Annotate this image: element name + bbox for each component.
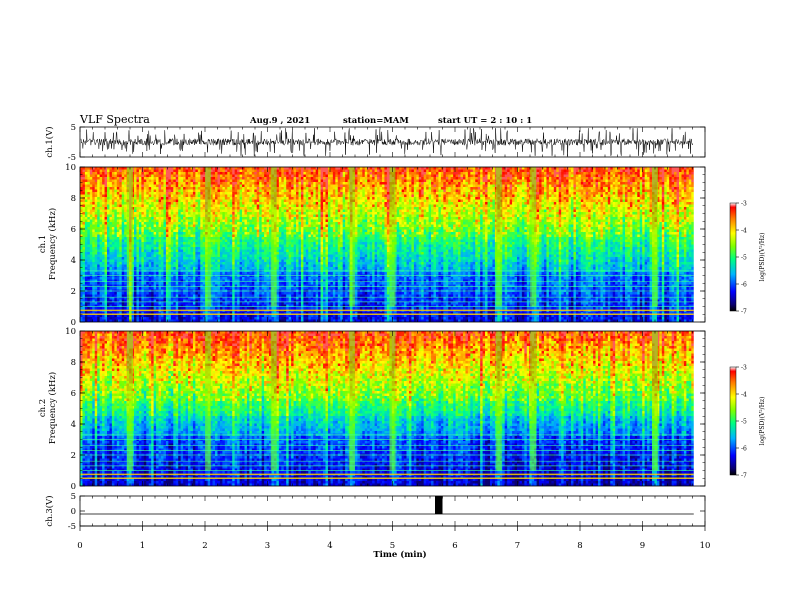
time-axis: 0 1 2 3 4 5 6 7 8 9 10	[77, 526, 710, 551]
ch1-spectrogram-ylabel: Frequency (kHz)	[47, 208, 58, 280]
time-tick-label: 9	[640, 541, 645, 551]
colorbar-tick-label: -5	[741, 419, 747, 426]
time-tick-label: 7	[515, 541, 520, 551]
colorbar-tick-label: -7	[741, 473, 747, 480]
ch1-colorbar-label: log(PSD)(V²/Hz)	[759, 233, 766, 282]
time-tick-label: 4	[327, 541, 332, 551]
ch1-spectrogram-event	[652, 167, 658, 307]
ch2-spectrogram-event	[496, 331, 502, 471]
ch2-spectrogram-ytick-label: 0	[71, 482, 76, 492]
ch2-spectrogram-event	[390, 331, 396, 471]
ch2-spectrogram-ylabel: Frequency (kHz)	[47, 372, 58, 444]
ch3-waveform-ytick-label: 0	[71, 507, 76, 517]
ch1-spectrogram-event	[496, 167, 502, 307]
ch2-spectrogram-event	[127, 331, 133, 471]
time-tick-label: 8	[577, 541, 582, 551]
ch2-spectrogram-ytick-label: 6	[71, 389, 76, 399]
time-tick-label: 2	[202, 541, 207, 551]
ch3-waveform-ytick-label: -5	[68, 522, 76, 532]
ch1-waveform-panel: 5 -5 ch.1(V)	[44, 123, 705, 163]
ch3-pulse	[435, 496, 443, 514]
ch1-spectrogram-event	[205, 167, 211, 307]
ch3-waveform-ylabel: ch.3(V)	[44, 495, 55, 526]
colorbar-tick-label: -3	[741, 365, 747, 372]
ch1-waveform-ytick-label: 5	[71, 123, 76, 133]
ch2-colorbar-label: log(PSD)(V²/Hz)	[759, 397, 766, 446]
ch2-spectrogram-ytick-label: 2	[71, 451, 76, 461]
colorbar-tick-label: -4	[741, 392, 747, 399]
ch2-spectrogram-ytick-label: 8	[71, 358, 76, 368]
ch2-spectrogram-event	[530, 331, 536, 471]
colorbar-tick-label: -7	[741, 309, 747, 316]
ch1-spectrogram-event	[530, 167, 536, 307]
ch1-spectrogram-ytick-label: 10	[65, 163, 76, 173]
ch1-spectrogram-image	[80, 167, 705, 322]
colorbar-tick-label: -5	[741, 255, 747, 262]
header-station: station=MAM	[343, 116, 409, 126]
header-date: Aug.9 , 2021	[249, 116, 310, 126]
ch1-spectrogram-event	[349, 167, 355, 307]
ch1-spectrogram-ytick-label: 2	[71, 287, 76, 297]
ch1-spectrogram-event	[271, 167, 277, 307]
ch2-spectrogram-ytick-label: 10	[65, 327, 76, 337]
ch1-spectrogram-ytick-label: 4	[71, 256, 76, 266]
time-tick-label: 10	[700, 541, 711, 551]
time-axis-label: Time (min)	[373, 549, 426, 560]
time-tick-label: 1	[140, 541, 145, 551]
ch1-spectrogram-event	[127, 167, 133, 307]
ch2-spectrogram-event	[205, 331, 211, 471]
ch1-waveform-ylabel: ch.1(V)	[44, 126, 55, 157]
ch2-spectrogram-event	[652, 331, 658, 471]
ch2-spectrogram-event	[349, 331, 355, 471]
ch2-spectrogram-event	[271, 331, 277, 471]
colorbar-tick-label: -6	[741, 282, 747, 289]
ch2-spectrogram-image	[80, 331, 705, 486]
time-tick-label: 3	[265, 541, 270, 551]
ch1-spectrogram-ytick-label: 8	[71, 194, 76, 204]
header-start-time: start UT = 2 : 10 : 1	[438, 116, 532, 126]
ch1-spectrogram-ytick-label: 6	[71, 225, 76, 235]
ch2-spectrogram-ylabel-top: ch.2	[38, 399, 48, 417]
colorbar-tick-label: -3	[741, 201, 747, 208]
ch1-spectrogram-ylabel-top: ch.1	[38, 235, 48, 253]
ch3-waveform-ytick-label: 5	[71, 492, 76, 502]
ch2-spectrogram-ytick-label: 4	[71, 420, 76, 430]
ch2-colorbar: log(PSD)(V²/Hz) -3 -4 -5 -6 -7	[730, 365, 766, 480]
colorbar-tick-label: -4	[741, 228, 747, 235]
ch1-spectrogram-event	[390, 167, 396, 307]
time-tick-label: 6	[452, 541, 457, 551]
ch1-colorbar: log(PSD)(V²/Hz) -3 -4 -5 -6 -7	[730, 201, 766, 316]
figure-title: VLF Spectra	[79, 113, 150, 126]
time-tick-label: 0	[77, 541, 82, 551]
ch1-waveform-ytick-label: -5	[68, 153, 76, 163]
ch2-spectrogram-panel: 0 2 4 6 8 10 ch.2 Frequency (kHz)	[38, 327, 705, 492]
colorbar-tick-label: -6	[741, 446, 747, 453]
